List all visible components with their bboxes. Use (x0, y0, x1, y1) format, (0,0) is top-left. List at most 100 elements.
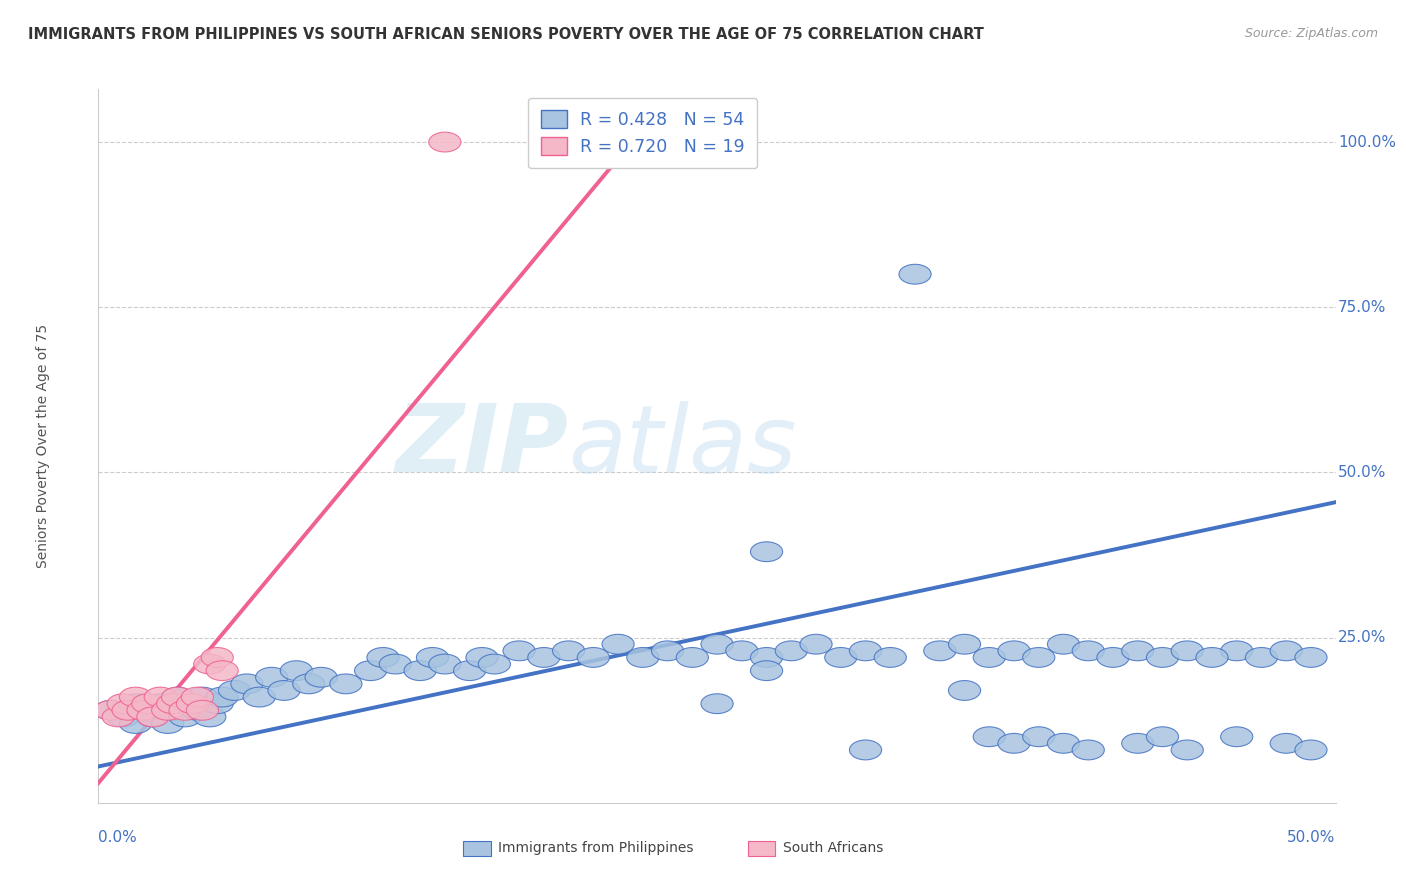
Ellipse shape (103, 707, 135, 727)
Ellipse shape (973, 648, 1005, 667)
Ellipse shape (478, 654, 510, 674)
Ellipse shape (243, 687, 276, 707)
Ellipse shape (949, 634, 980, 654)
Ellipse shape (120, 714, 152, 733)
Ellipse shape (1047, 634, 1080, 654)
Ellipse shape (207, 687, 238, 707)
Ellipse shape (1122, 733, 1154, 753)
Text: 0.0%: 0.0% (98, 830, 138, 845)
Ellipse shape (898, 264, 931, 285)
Legend: R = 0.428   N = 54, R = 0.720   N = 19: R = 0.428 N = 54, R = 0.720 N = 19 (529, 98, 758, 169)
Ellipse shape (367, 648, 399, 667)
Ellipse shape (751, 541, 783, 562)
Ellipse shape (702, 634, 733, 654)
Ellipse shape (1146, 648, 1178, 667)
Ellipse shape (454, 661, 485, 681)
Ellipse shape (751, 661, 783, 681)
Ellipse shape (201, 694, 233, 714)
Ellipse shape (1295, 648, 1327, 667)
Ellipse shape (132, 700, 165, 720)
Ellipse shape (186, 700, 218, 720)
Ellipse shape (800, 634, 832, 654)
Ellipse shape (1097, 648, 1129, 667)
Ellipse shape (849, 641, 882, 661)
Ellipse shape (94, 700, 127, 720)
Ellipse shape (627, 648, 659, 667)
Ellipse shape (132, 694, 165, 714)
Ellipse shape (924, 641, 956, 661)
Ellipse shape (1220, 727, 1253, 747)
Ellipse shape (107, 694, 139, 714)
Text: IMMIGRANTS FROM PHILIPPINES VS SOUTH AFRICAN SENIORS POVERTY OVER THE AGE OF 75 : IMMIGRANTS FROM PHILIPPINES VS SOUTH AFR… (28, 27, 984, 42)
Text: atlas: atlas (568, 401, 797, 491)
Text: 25.0%: 25.0% (1339, 630, 1386, 645)
Ellipse shape (702, 694, 733, 714)
Ellipse shape (112, 700, 145, 720)
FancyBboxPatch shape (464, 840, 491, 856)
Ellipse shape (651, 641, 683, 661)
Ellipse shape (107, 707, 139, 727)
Ellipse shape (354, 661, 387, 681)
Ellipse shape (553, 641, 585, 661)
Ellipse shape (1022, 727, 1054, 747)
Ellipse shape (429, 132, 461, 152)
Ellipse shape (201, 648, 233, 667)
Ellipse shape (578, 648, 609, 667)
Text: 50.0%: 50.0% (1339, 465, 1386, 480)
Ellipse shape (136, 707, 169, 727)
Ellipse shape (1073, 740, 1104, 760)
Ellipse shape (875, 648, 907, 667)
Ellipse shape (94, 700, 127, 720)
Ellipse shape (1246, 648, 1278, 667)
Ellipse shape (292, 674, 325, 694)
Text: Immigrants from Philippines: Immigrants from Philippines (498, 841, 693, 855)
Ellipse shape (181, 700, 214, 720)
Ellipse shape (404, 661, 436, 681)
Ellipse shape (145, 694, 176, 714)
Ellipse shape (136, 707, 169, 727)
Ellipse shape (998, 733, 1031, 753)
Ellipse shape (120, 687, 152, 707)
Ellipse shape (269, 681, 299, 700)
Ellipse shape (169, 700, 201, 720)
Ellipse shape (169, 707, 201, 727)
Ellipse shape (127, 700, 159, 720)
Ellipse shape (1270, 641, 1302, 661)
Ellipse shape (231, 674, 263, 694)
Ellipse shape (751, 648, 783, 667)
FancyBboxPatch shape (748, 840, 775, 856)
Ellipse shape (162, 687, 194, 707)
Ellipse shape (176, 694, 208, 714)
Ellipse shape (156, 700, 188, 720)
Ellipse shape (380, 654, 412, 674)
Ellipse shape (194, 654, 226, 674)
Ellipse shape (1220, 641, 1253, 661)
Ellipse shape (1171, 641, 1204, 661)
Ellipse shape (503, 641, 536, 661)
Ellipse shape (162, 687, 194, 707)
Ellipse shape (194, 707, 226, 727)
Ellipse shape (152, 714, 184, 733)
Text: 50.0%: 50.0% (1288, 830, 1336, 845)
Ellipse shape (156, 694, 188, 714)
Ellipse shape (429, 654, 461, 674)
Ellipse shape (602, 634, 634, 654)
Ellipse shape (176, 694, 208, 714)
Text: Source: ZipAtlas.com: Source: ZipAtlas.com (1244, 27, 1378, 40)
Ellipse shape (725, 641, 758, 661)
Ellipse shape (218, 681, 250, 700)
Ellipse shape (145, 687, 176, 707)
Ellipse shape (330, 674, 361, 694)
Ellipse shape (1073, 641, 1104, 661)
Ellipse shape (256, 667, 288, 687)
Ellipse shape (1122, 641, 1154, 661)
Ellipse shape (527, 648, 560, 667)
Text: ZIP: ZIP (395, 400, 568, 492)
Ellipse shape (849, 740, 882, 760)
Text: South Africans: South Africans (783, 841, 883, 855)
Ellipse shape (1022, 648, 1054, 667)
Ellipse shape (973, 727, 1005, 747)
Ellipse shape (280, 661, 312, 681)
Ellipse shape (1146, 727, 1178, 747)
Ellipse shape (998, 641, 1031, 661)
